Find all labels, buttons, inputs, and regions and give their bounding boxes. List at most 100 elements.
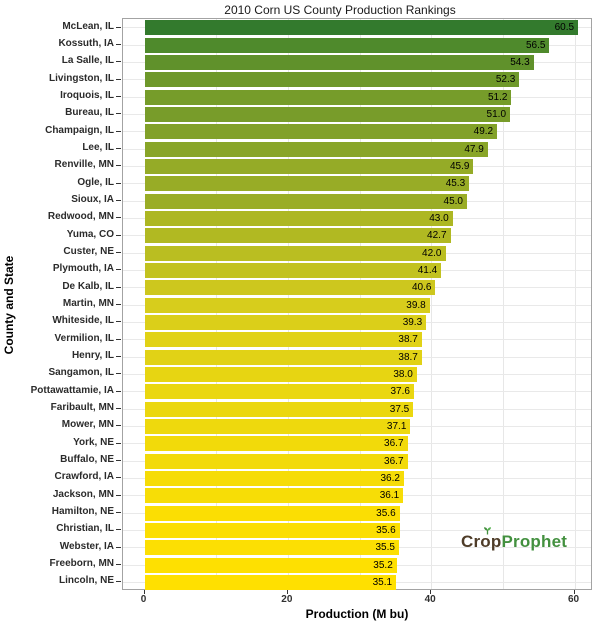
- y-axis-tick: [116, 356, 121, 357]
- x-axis-title: Production (M bu): [305, 607, 409, 621]
- y-axis-tick: [116, 442, 121, 444]
- bar: 36.2: [144, 470, 404, 486]
- y-axis-tick: [116, 338, 121, 340]
- bar: 35.6: [144, 505, 400, 521]
- y-axis-tick: [116, 96, 121, 97]
- bar-value-label: 35.1: [372, 576, 393, 588]
- bar-value-label: 40.6: [412, 282, 432, 294]
- category-label: Custer, NE: [63, 246, 114, 257]
- bar-value-label: 39.8: [406, 299, 426, 311]
- logo-prophet-text: Prophet: [501, 532, 568, 551]
- bar-value-label: 45.0: [443, 195, 463, 207]
- vertical-gridline: [574, 19, 576, 589]
- category-label: Iroquois, IL: [60, 90, 114, 101]
- bar-value-label: 45.9: [449, 160, 470, 172]
- bar: 37.5: [144, 401, 414, 417]
- category-label: Ogle, IL: [77, 176, 114, 188]
- category-label: Freeborn, MN: [49, 558, 114, 569]
- bar-value-label: 54.3: [510, 56, 530, 68]
- category-label: Sioux, IA: [71, 194, 114, 205]
- bar: 38.0: [144, 366, 417, 382]
- bar-value-label: 37.5: [389, 403, 410, 415]
- y-axis-tick: [116, 252, 121, 253]
- bar: 54.3: [144, 54, 534, 70]
- category-label: Christian, IL: [56, 523, 114, 535]
- y-axis-tick: [116, 269, 121, 271]
- bar-value-label: 38.7: [398, 351, 418, 363]
- y-axis-tick: [116, 425, 121, 427]
- y-axis-tick: [116, 494, 121, 496]
- bar: 41.4: [144, 262, 442, 278]
- bar-value-label: 37.1: [386, 420, 407, 432]
- y-axis-tick: [116, 390, 121, 392]
- y-axis-tick: [116, 304, 121, 305]
- bar: 42.0: [144, 245, 446, 261]
- bar: 39.8: [144, 297, 430, 313]
- y-axis-tick: [116, 217, 121, 219]
- category-label: Lee, IL: [82, 142, 114, 153]
- bar-value-label: 36.7: [384, 455, 404, 467]
- x-axis-tick: [143, 590, 145, 594]
- bar: 45.9: [144, 158, 474, 174]
- category-label: De Kalb, IL: [62, 280, 114, 292]
- bar: 35.1: [144, 574, 397, 590]
- bar: 36.7: [144, 453, 408, 469]
- bar: 51.0: [144, 106, 511, 122]
- category-label: York, NE: [73, 436, 114, 448]
- x-axis-tick-label: 20: [281, 594, 293, 605]
- y-axis-tick: [116, 477, 121, 479]
- category-label: Yuma, CO: [66, 228, 114, 240]
- x-axis-tick: [430, 590, 432, 594]
- y-axis-tick: [116, 321, 121, 323]
- bar: 35.5: [144, 540, 399, 556]
- category-label: McLean, IL: [62, 20, 114, 32]
- category-label: Faribault, MN: [50, 402, 114, 413]
- category-label: La Salle, IL: [61, 55, 114, 67]
- category-label: Bureau, IL: [65, 107, 114, 119]
- bar: 45.0: [144, 193, 467, 209]
- bar-value-label: 38.7: [398, 334, 418, 346]
- y-axis-tick: [116, 200, 121, 201]
- bar: 56.5: [144, 37, 550, 53]
- y-axis-tick: [116, 78, 121, 80]
- bar-value-label: 51.0: [486, 108, 507, 120]
- bar-value-label: 51.2: [487, 91, 508, 103]
- category-label: Webster, IA: [59, 540, 114, 552]
- bar-value-label: 35.6: [376, 524, 396, 536]
- y-axis-tick: [116, 408, 121, 409]
- bar-value-label: 42.0: [422, 247, 442, 259]
- bar-value-label: 60.5: [554, 22, 575, 34]
- bar: 51.2: [144, 89, 512, 105]
- bar: 37.1: [144, 418, 411, 434]
- bar: 37.6: [144, 384, 414, 400]
- bar-value-label: 35.6: [376, 507, 396, 519]
- x-axis-tick-label: 40: [424, 594, 436, 605]
- y-axis-tick: [116, 546, 121, 548]
- bar: 47.9: [144, 141, 488, 157]
- y-axis-tick: [116, 286, 121, 288]
- category-label: Hamilton, NE: [51, 506, 114, 517]
- bar-value-label: 36.2: [380, 472, 400, 484]
- x-axis-tick-label: 60: [567, 594, 580, 605]
- bar: 39.3: [144, 314, 427, 330]
- bar-value-label: 52.3: [495, 74, 516, 86]
- bar: 35.6: [144, 522, 400, 538]
- category-label: Whiteside, IL: [52, 315, 114, 327]
- x-axis-tick: [573, 590, 575, 594]
- bar-value-label: 37.6: [390, 386, 410, 398]
- bar-value-label: 43.0: [429, 212, 449, 224]
- category-label: Vermilion, IL: [54, 332, 114, 344]
- y-axis-tick: [116, 44, 121, 45]
- y-axis-tick: [116, 148, 121, 149]
- bar: 42.7: [144, 228, 451, 244]
- category-label: Buffalo, NE: [60, 454, 114, 465]
- bar: 38.7: [144, 349, 422, 365]
- chart-title: 2010 Corn US County Production Rankings: [224, 3, 456, 17]
- bar-value-label: 45.3: [445, 178, 466, 190]
- category-label: Jackson, MN: [52, 488, 114, 500]
- bar-value-label: 41.4: [417, 264, 438, 276]
- bar-value-label: 56.5: [525, 39, 546, 51]
- x-axis-tick: [286, 590, 288, 594]
- vertical-gridline: [431, 19, 433, 589]
- category-label: Henry, IL: [71, 350, 114, 361]
